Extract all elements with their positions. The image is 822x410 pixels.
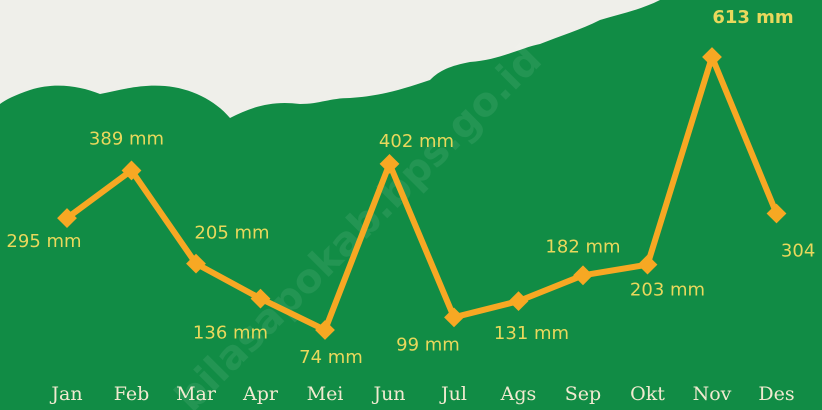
value-label: 295 mm (6, 231, 81, 252)
data-line (65, 54, 780, 333)
x-tick-label: Mar (176, 383, 217, 405)
data-point (186, 253, 206, 274)
data-point (508, 291, 529, 312)
x-tick-label: Okt (630, 383, 665, 405)
value-label: 205 mm (194, 223, 269, 244)
x-tick-label: Ags (500, 383, 537, 405)
x-tick-label: Feb (114, 383, 150, 405)
x-tick-label: Nov (693, 383, 732, 405)
value-label: 99 mm (396, 334, 460, 355)
x-tick-label: Jul (439, 383, 467, 405)
x-tick-label: Apr (242, 383, 279, 405)
data-point (573, 265, 593, 286)
data-point (121, 160, 142, 181)
x-tick-label: Jan (49, 383, 82, 405)
x-tick-label: Mei (307, 383, 344, 405)
x-tick-label: Sep (565, 383, 601, 405)
data-point (637, 254, 658, 275)
value-label: 203 mm (630, 280, 705, 301)
value-label: 136 mm (193, 323, 268, 344)
data-point (250, 288, 271, 309)
x-tick-label: Jun (371, 383, 405, 405)
data-point (315, 320, 335, 340)
value-label: 389 mm (89, 128, 164, 149)
data-point (444, 307, 464, 328)
data-point (379, 153, 400, 174)
value-label: 402 mm (379, 131, 454, 152)
value-label: 131 mm (494, 323, 569, 344)
value-label: 74 mm (299, 347, 363, 368)
x-tick-label: Des (758, 383, 794, 405)
value-label: 613 mm (712, 7, 793, 28)
value-label: 182 mm (545, 236, 620, 257)
value-label: 304 mm (781, 241, 822, 262)
cloud-shape (0, 0, 660, 118)
